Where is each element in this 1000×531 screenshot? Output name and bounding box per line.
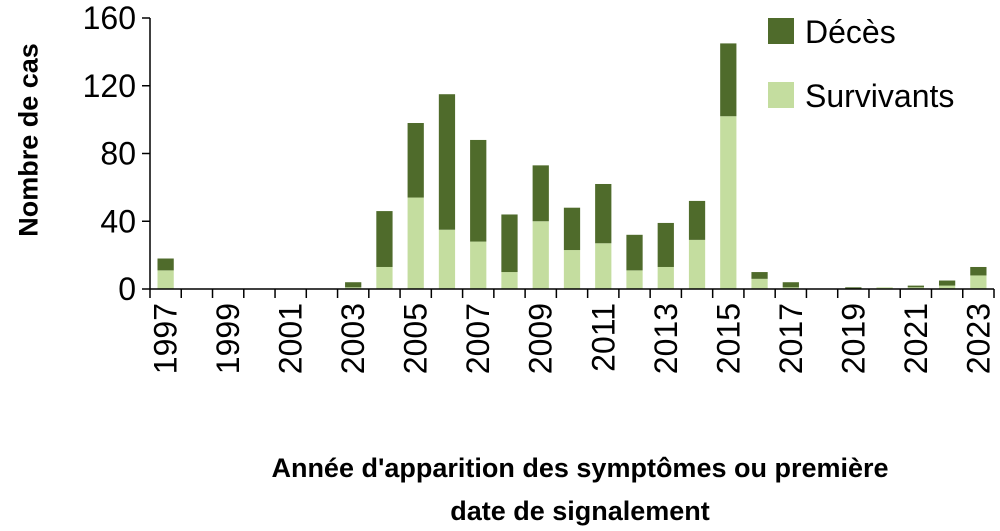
y-tick-label: 160 (83, 0, 136, 36)
y-tick-label: 0 (118, 271, 136, 307)
x-tick-label: 2019 (835, 303, 871, 374)
x-tick-label: 2015 (710, 303, 746, 374)
y-tick-label: 120 (83, 68, 136, 104)
x-axis-title-line-2: date de signalement (450, 496, 710, 526)
bar-2007-survivants (470, 241, 487, 289)
bar-2015-survivants (720, 116, 737, 289)
bar-2023-survivants (970, 275, 987, 289)
legend: Décès Survivants (768, 14, 954, 114)
legend-label-survivants: Survivants (805, 78, 954, 114)
bar-2022-survivants (938, 285, 956, 289)
x-axis-ticks: 1997 1999 2001 2003 2005 2007 2009 2011 2013 2015… (148, 289, 996, 374)
x-tick-label: 2007 (460, 303, 496, 374)
x-tick-label: 2001 (273, 303, 309, 374)
bar-2014-survivants (688, 239, 706, 289)
bar-2021-décès (907, 285, 924, 288)
x-tick-label: 2011 (585, 303, 621, 372)
bar-2009-survivants (532, 221, 549, 289)
x-tick-label: 1997 (148, 303, 184, 374)
bar-2023-décès (970, 266, 987, 276)
bar-1997-survivants (157, 270, 174, 289)
x-tick-label: 2005 (398, 303, 434, 374)
bar-1997-décès (157, 258, 174, 271)
bar-2004-survivants (376, 266, 393, 289)
bar-2004-décès (376, 211, 393, 267)
bar-2014-décès (688, 200, 706, 240)
x-axis-title-line-1: Année d'apparition des symptômes ou prem… (271, 453, 888, 483)
legend-swatch-survivants (768, 82, 794, 108)
x-tick-label: 2023 (960, 303, 996, 374)
bar-2016-décès (751, 272, 768, 279)
bar-2011-survivants (595, 243, 612, 289)
bar-2005-décès (407, 123, 424, 198)
bar-2009-décès (532, 165, 549, 222)
y-tick-label: 80 (100, 136, 136, 172)
bar-2016-survivants (751, 278, 768, 289)
bar-2013-survivants (657, 266, 674, 289)
x-tick-label: 2017 (773, 303, 809, 374)
bar-2005-survivants (407, 197, 424, 289)
x-tick-label: 2021 (898, 303, 934, 374)
bar-2013-décès (657, 222, 674, 267)
x-tick-label: 2013 (648, 303, 684, 374)
x-tick-label: 1999 (210, 303, 246, 374)
bar-2017-décès (782, 282, 799, 288)
bar-2015-décès (720, 43, 737, 117)
bar-2007-décès (470, 139, 487, 242)
bar-2022-décès (938, 280, 956, 286)
legend-swatch-décès (768, 18, 794, 44)
bar-2012-décès (626, 234, 643, 271)
legend-label-décès: Décès (805, 14, 896, 50)
bar-2003-survivants (345, 287, 362, 289)
x-tick-label: 2009 (523, 303, 559, 374)
y-tick-label: 40 (100, 203, 136, 239)
bar-2019-décès (845, 287, 862, 289)
bar-2008-décès (501, 214, 518, 273)
bar-2017-survivants (782, 287, 799, 289)
y-axis-ticks: 0 40 80 120 160 (83, 0, 150, 307)
y-axis-title: Nombre de cas (13, 43, 43, 237)
bar-2011-décès (595, 183, 612, 244)
bar-2006-survivants (438, 229, 456, 289)
bar-2010-décès (563, 207, 581, 251)
bars (157, 43, 987, 289)
bar-2003-décès (345, 282, 362, 288)
bar-2020-survivants (876, 287, 893, 289)
bar-2008-survivants (501, 272, 518, 289)
bar-2021-survivants (907, 287, 924, 289)
bar-2012-survivants (626, 270, 643, 289)
bar-2010-survivants (563, 250, 581, 289)
bar-2006-décès (438, 94, 456, 230)
x-tick-label: 2003 (335, 303, 371, 374)
